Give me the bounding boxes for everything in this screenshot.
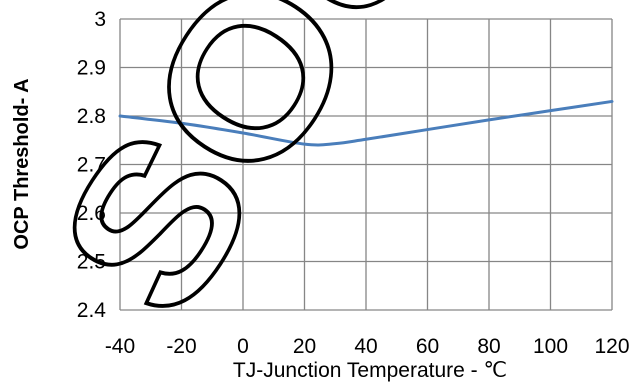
- chart-series: [118, 99, 614, 147]
- y-tick-label: 2.5: [77, 251, 106, 274]
- y-tick-labels: 3 2.9 2.8 2.7 2.6 2.5 2.4: [77, 8, 107, 322]
- series-line: [118, 99, 614, 147]
- x-tick-label: 0: [237, 335, 249, 358]
- y-tick-label: 2.6: [77, 202, 106, 225]
- x-tick-label: 40: [354, 335, 377, 358]
- y-tick-label: 2.7: [77, 154, 106, 177]
- y-axis-title: OCP Threshold- A: [11, 78, 33, 249]
- x-axis-title: TJ-Junction Temperature - ℃: [233, 359, 507, 382]
- x-tick-labels: -40 -20 0 20 40 60 80 100 120: [105, 335, 630, 358]
- x-tick-label: 60: [416, 335, 439, 358]
- chart-grid: [119, 18, 613, 311]
- x-tick-label: 80: [477, 335, 500, 358]
- y-tick-label: 2.9: [77, 57, 106, 80]
- y-tick-label: 2.8: [77, 105, 106, 128]
- x-tick-label: 100: [533, 335, 568, 358]
- y-tick-label: 2.4: [77, 299, 107, 322]
- x-tick-label: -40: [105, 335, 135, 358]
- x-tick-label: 120: [594, 335, 629, 358]
- x-tick-label: -20: [166, 335, 196, 358]
- y-tick-label: 3: [94, 8, 106, 31]
- x-tick-label: 20: [293, 335, 316, 358]
